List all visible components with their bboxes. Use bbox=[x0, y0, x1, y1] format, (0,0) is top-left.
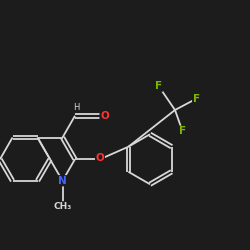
Text: O: O bbox=[100, 111, 109, 121]
Text: N: N bbox=[58, 176, 67, 186]
Text: CH₃: CH₃ bbox=[54, 202, 72, 211]
Text: O: O bbox=[96, 153, 104, 163]
Text: F: F bbox=[155, 81, 162, 91]
Text: F: F bbox=[179, 126, 186, 136]
Text: F: F bbox=[193, 94, 200, 104]
Text: H: H bbox=[73, 102, 80, 112]
